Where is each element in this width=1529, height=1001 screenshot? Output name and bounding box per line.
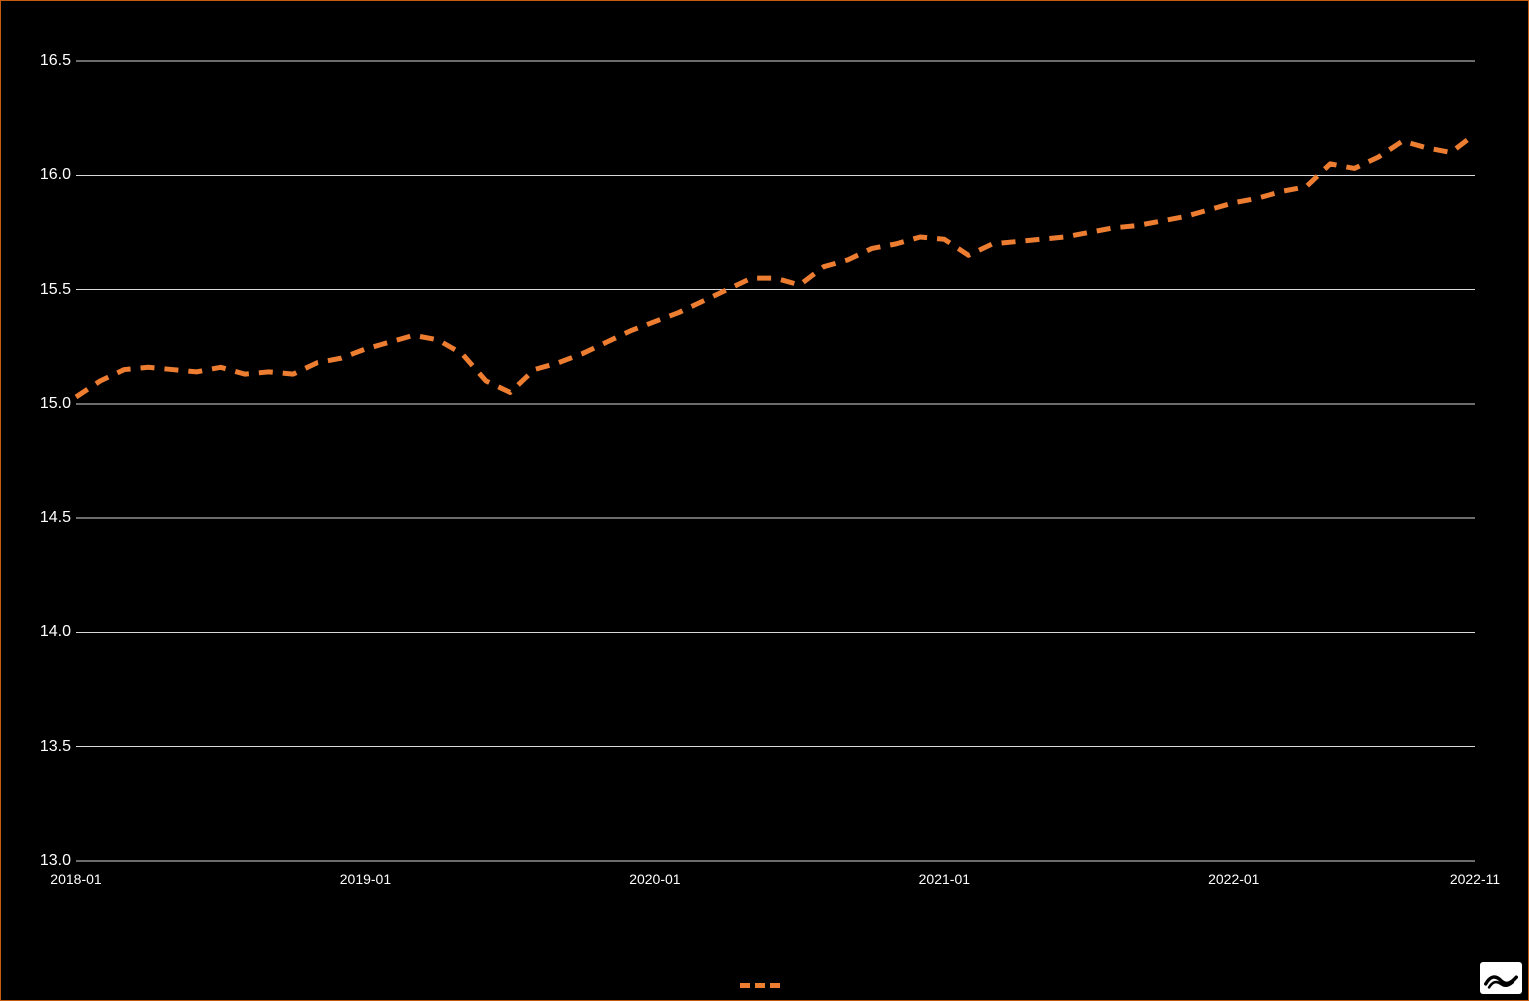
chart-frame: 13.0 13.5 14.0 14.5 15.0 15.5 16.0 16.5 2018-01… [0,0,1529,1001]
logo-badge [1480,962,1522,994]
y-tick-label: 14.0 [11,623,71,641]
x-tick-label: 2018-01 [50,871,101,887]
x-tick-label: 2021-01 [919,871,970,887]
y-tick-label: 13.5 [11,738,71,756]
x-tick-label: 2022-11 [1450,871,1500,887]
y-tick-label: 13.0 [11,852,71,870]
y-tick-label: 15.0 [11,395,71,413]
plot-area [76,61,1475,861]
y-tick-label: 15.5 [11,281,71,299]
legend [740,983,790,988]
chart-svg [76,61,1475,861]
y-tick-label: 16.0 [11,166,71,184]
y-tick-label: 14.5 [11,509,71,527]
x-tick-label: 2022-01 [1208,871,1259,887]
x-tick-label: 2020-01 [629,871,680,887]
wave-icon [1484,965,1518,991]
y-tick-label: 16.5 [11,52,71,70]
x-tick-label: 2019-01 [340,871,391,887]
legend-swatch [740,983,780,988]
